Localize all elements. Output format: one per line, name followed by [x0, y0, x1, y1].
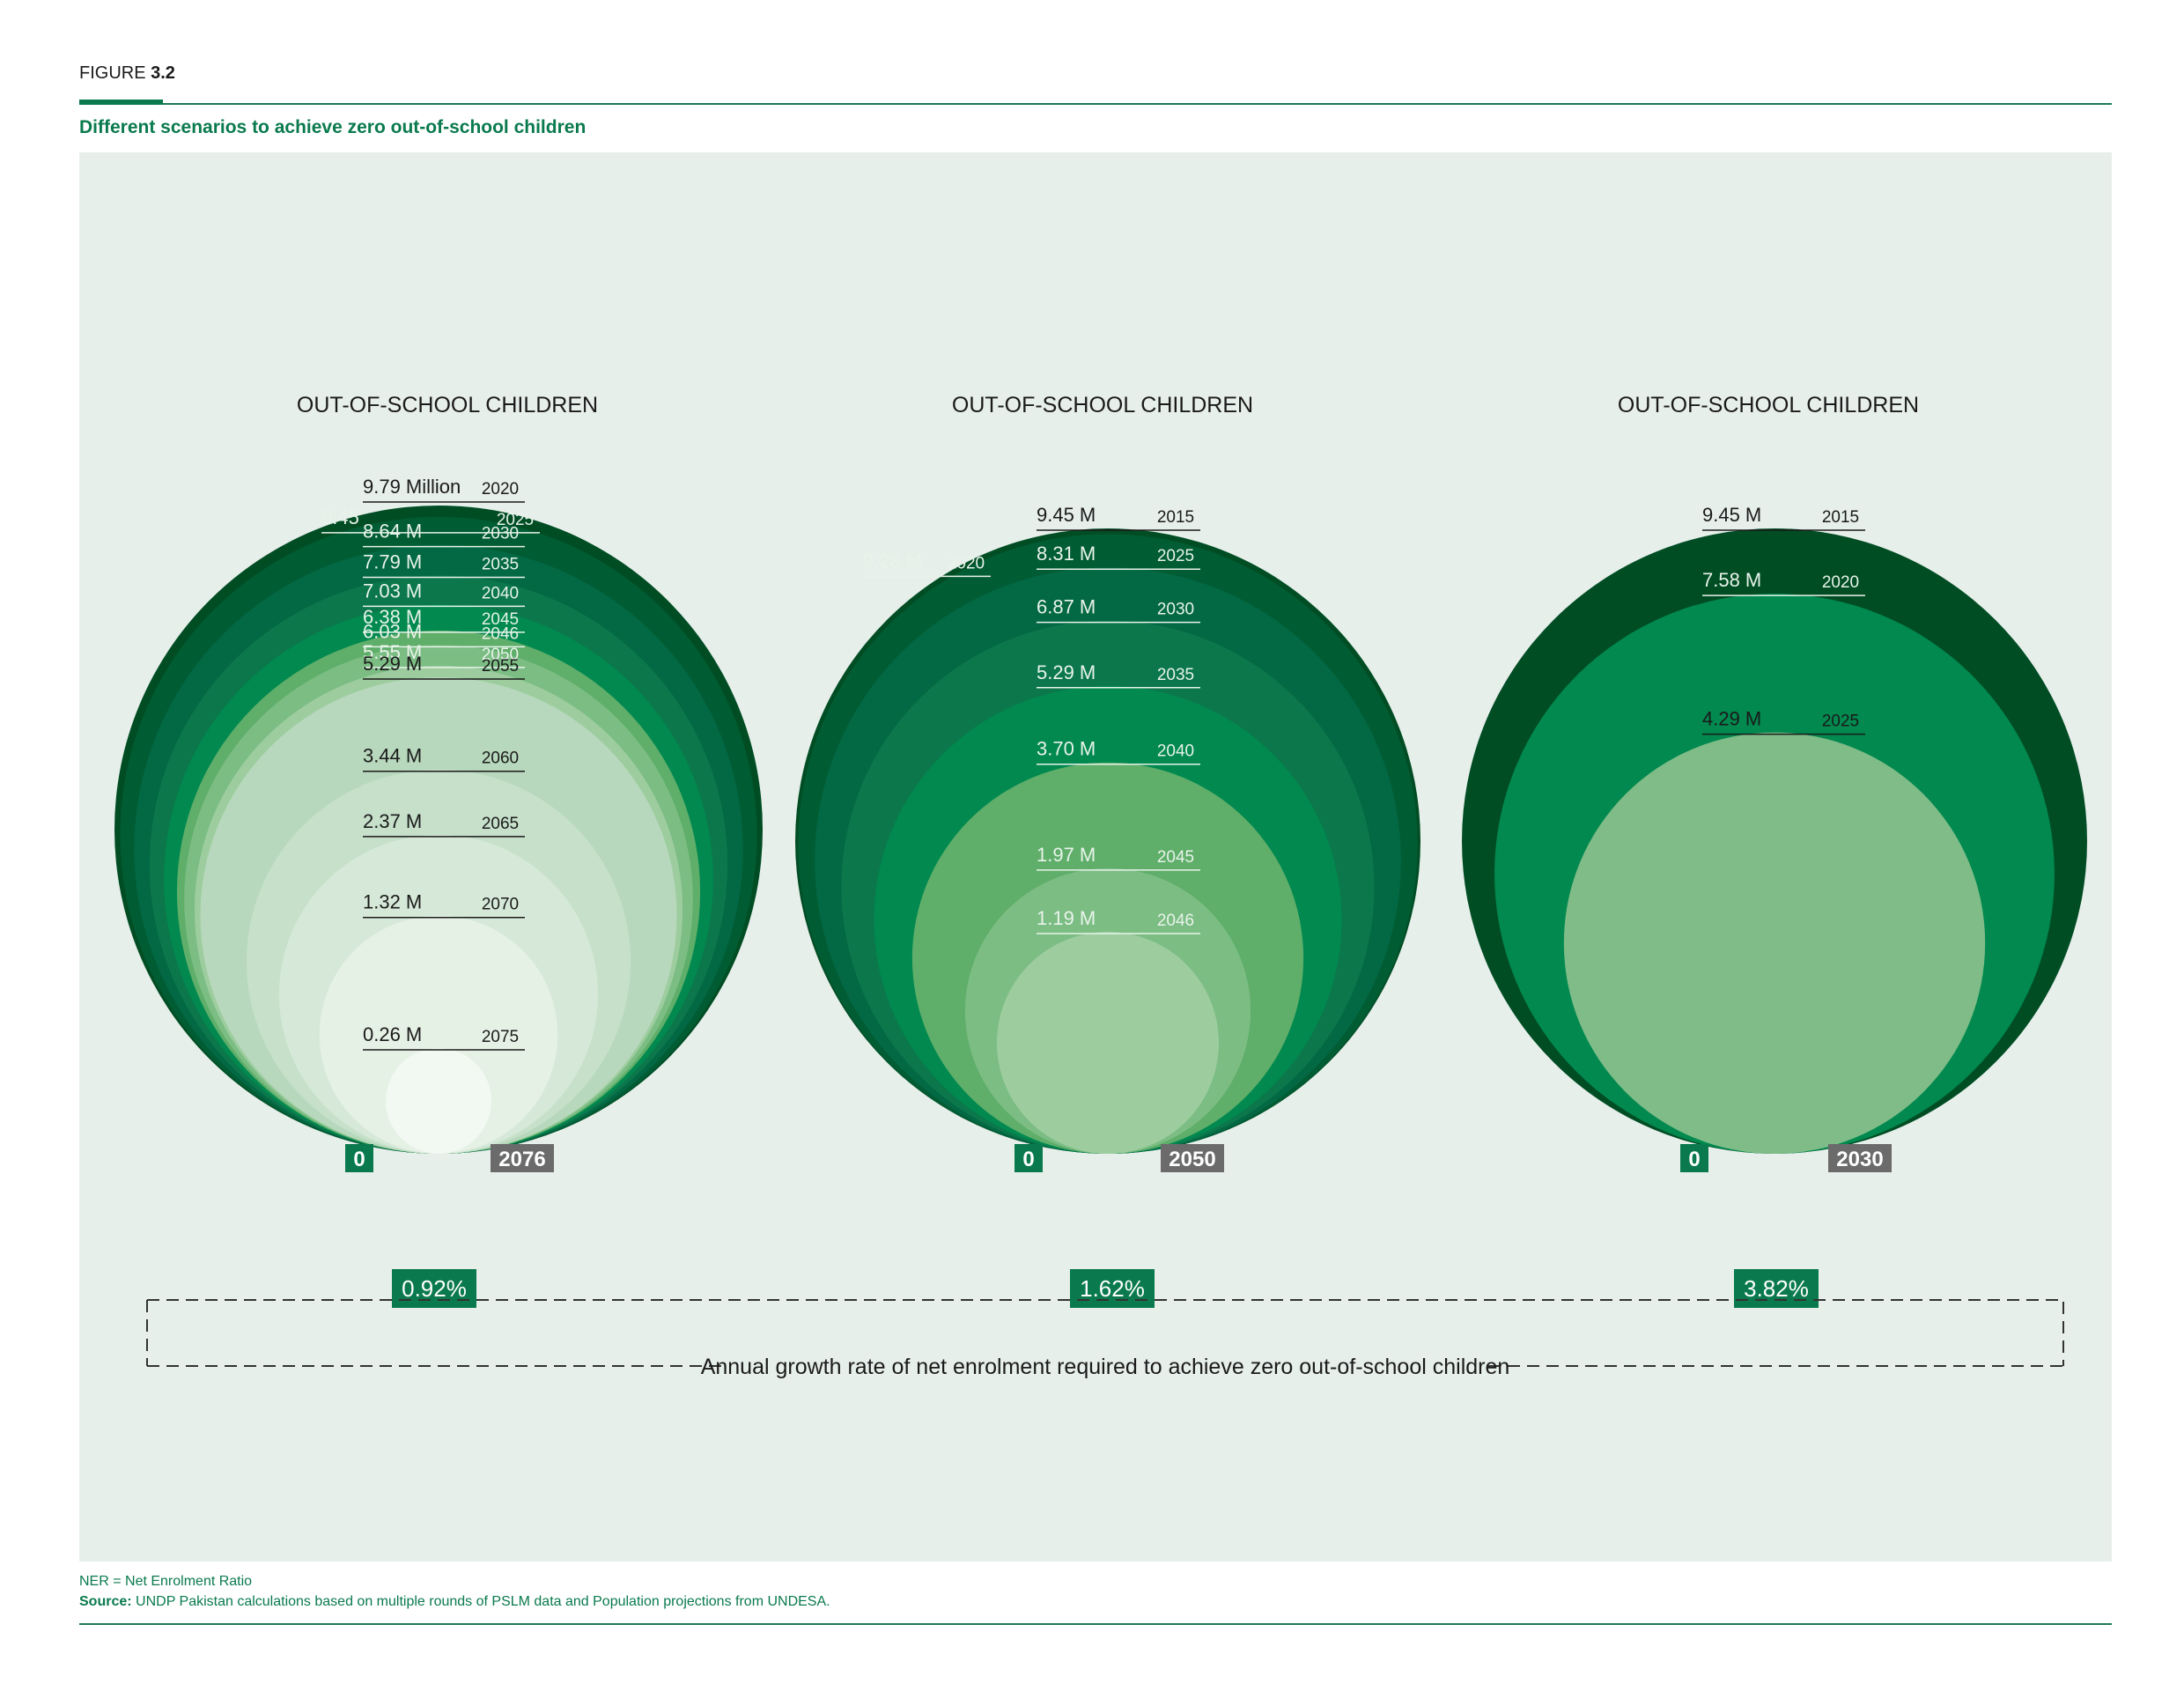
value-label-2065: 2.37 M: [363, 810, 422, 832]
growth-rate-badge: [1734, 1269, 1819, 1308]
annotation-layer: Annual growth rate of net enrolment requ…: [146, 1299, 2064, 1379]
year-label-2046: 2046: [1157, 912, 1194, 930]
year-label-2025: 2025: [1157, 547, 1194, 565]
value-label-2015: 9.45 M: [1037, 504, 1096, 526]
value-label-2040: 7.03 M: [363, 580, 422, 602]
value-label-2015: 9.45 M: [1702, 504, 1761, 526]
scenario-1-title: OUT-OF-SCHOOL CHILDREN: [297, 393, 598, 417]
end-year-label: 2050: [1169, 1148, 1215, 1171]
growth-rate-badge: [1070, 1269, 1155, 1308]
figure-prefix: FIGURE: [79, 63, 146, 83]
scenario-1-chart: [114, 506, 763, 1154]
value-label-2025: 8.31 M: [1037, 543, 1096, 565]
value-label-2046: 6.03 M: [363, 620, 422, 642]
value-label-2040: 3.70 M: [1037, 738, 1096, 760]
circle-2070: [319, 915, 558, 1154]
value-label-2046: 1.19 M: [1037, 907, 1096, 929]
year-label-2070: 2070: [482, 896, 519, 914]
year-label-2035: 2035: [1157, 666, 1194, 684]
year-label-2040: 2040: [1157, 742, 1194, 761]
footer-rule: [79, 1623, 2112, 1625]
end-year-label: 2030: [1836, 1148, 1883, 1171]
scenario-3-labels: 9.45 M 2015 7.58 M 2020 4.29 M 2025: [1702, 504, 1865, 735]
circle-2046: [997, 932, 1219, 1154]
zero-badge: [1680, 1144, 1708, 1172]
growth-rate-label: 3.82%: [1744, 1275, 1809, 1302]
year-label-2050: 2050: [482, 646, 519, 664]
year-label-2020: 2020: [1822, 573, 1859, 592]
circle-2075: [386, 1048, 491, 1154]
year-label-2040: 2040: [482, 584, 519, 602]
zero-badge: [1015, 1144, 1043, 1172]
scenario-2-chart: [795, 528, 1420, 1154]
year-label-2025: 2025: [497, 511, 534, 529]
scenario-1-labels: 9.79 Million 2020 9.45 2025 8.64 M 2030 7.79 M…: [321, 476, 540, 1051]
figure-label: FIGURE 3.2: [79, 63, 175, 84]
value-label-2025: 4.29 M: [1702, 708, 1761, 730]
end-year-badge: [1161, 1144, 1224, 1172]
value-label-2030: 6.87 M: [1037, 596, 1096, 618]
value-label-2035: 5.29 M: [1037, 661, 1096, 683]
zero-label: 0: [1688, 1148, 1700, 1171]
header-accent-bar: [79, 100, 163, 105]
growth-rate-bracket: [146, 1299, 2064, 1366]
year-label-2055: 2055: [482, 657, 519, 676]
year-label-2030: 2030: [1157, 601, 1194, 619]
growth-rate-label: 0.92%: [402, 1275, 467, 1302]
value-label-2055: 5.29 M: [363, 653, 422, 675]
scenario-3-title: OUT-OF-SCHOOL CHILDREN: [1618, 393, 1919, 417]
scenario-2-title: OUT-OF-SCHOOL CHILDREN: [952, 393, 1253, 417]
growth-rate-badge: [392, 1269, 476, 1308]
value-label-2020: 9.28 M: [863, 550, 922, 572]
zero-badge: [345, 1144, 373, 1172]
year-label-2046: 2046: [482, 624, 519, 643]
end-year-badge: [1828, 1144, 1892, 1172]
value-label-2035: 7.79 M: [363, 550, 422, 572]
figure-number: 3.2: [151, 63, 175, 83]
figure-subtitle: Different scenarios to achieve zero out-…: [79, 117, 587, 137]
year-label-2045: 2045: [482, 610, 519, 629]
scenario-2-labels: 9.45 M 2015 9.28 M 2020 8.31 M 2025 6.87 M 2030…: [863, 504, 1200, 934]
value-label-2020: 7.58 M: [1702, 569, 1761, 591]
year-label-2075: 2075: [482, 1028, 519, 1046]
value-label-2045: 6.38 M: [363, 606, 422, 628]
footnote-ner: NER = Net Enrolment Ratio: [79, 1574, 253, 1589]
value-label-2070: 1.32 M: [363, 891, 422, 913]
value-label-2050: 5.55 M: [363, 641, 422, 663]
value-label-2020: 9.79 Million: [363, 476, 461, 498]
year-label-2015: 2015: [1157, 508, 1194, 527]
circle-2025: [1563, 732, 1986, 1154]
value-label-2045: 1.97 M: [1037, 844, 1096, 866]
year-label-2020: 2020: [482, 480, 519, 498]
year-label-2020: 2020: [948, 554, 985, 572]
value-label-2075: 0.26 M: [363, 1023, 422, 1045]
year-label-2060: 2060: [482, 750, 519, 768]
zero-label: 0: [1022, 1148, 1034, 1171]
year-label-2015: 2015: [1822, 508, 1859, 527]
zero-label: 0: [353, 1148, 365, 1171]
growth-rate-caption: Annual growth rate of net enrolment requ…: [701, 1355, 1510, 1379]
source-label: Source:: [79, 1594, 132, 1609]
source-text: UNDP Pakistan calculations based on mult…: [131, 1594, 830, 1609]
circles-layer: [114, 506, 2087, 1154]
year-label-2065: 2065: [482, 815, 519, 833]
value-label-2030: 8.64 M: [363, 521, 422, 543]
end-year-badge: [491, 1144, 554, 1172]
growth-rate-label: 1.62%: [1080, 1275, 1145, 1302]
year-label-2025: 2025: [1822, 713, 1859, 731]
end-year-label: 2076: [498, 1148, 545, 1171]
year-label-2030: 2030: [482, 525, 519, 543]
header-rule: [79, 103, 2112, 105]
year-label-2035: 2035: [482, 555, 519, 573]
source-note: Source: UNDP Pakistan calculations based…: [79, 1594, 830, 1610]
year-label-2045: 2045: [1157, 848, 1194, 867]
scenario-3-chart: [1462, 528, 2087, 1154]
value-label-2060: 3.44 M: [363, 745, 422, 767]
value-label-2025: 9.45: [321, 506, 359, 528]
